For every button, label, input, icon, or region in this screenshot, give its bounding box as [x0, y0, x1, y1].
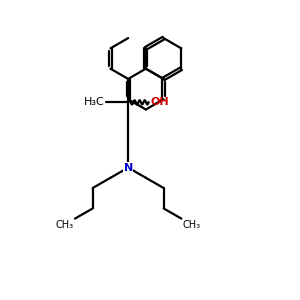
- Text: OH: OH: [150, 98, 169, 107]
- Text: N: N: [124, 163, 133, 172]
- Text: CH₃: CH₃: [55, 220, 74, 230]
- Text: CH₃: CH₃: [183, 220, 201, 230]
- Text: H₃C: H₃C: [83, 98, 104, 107]
